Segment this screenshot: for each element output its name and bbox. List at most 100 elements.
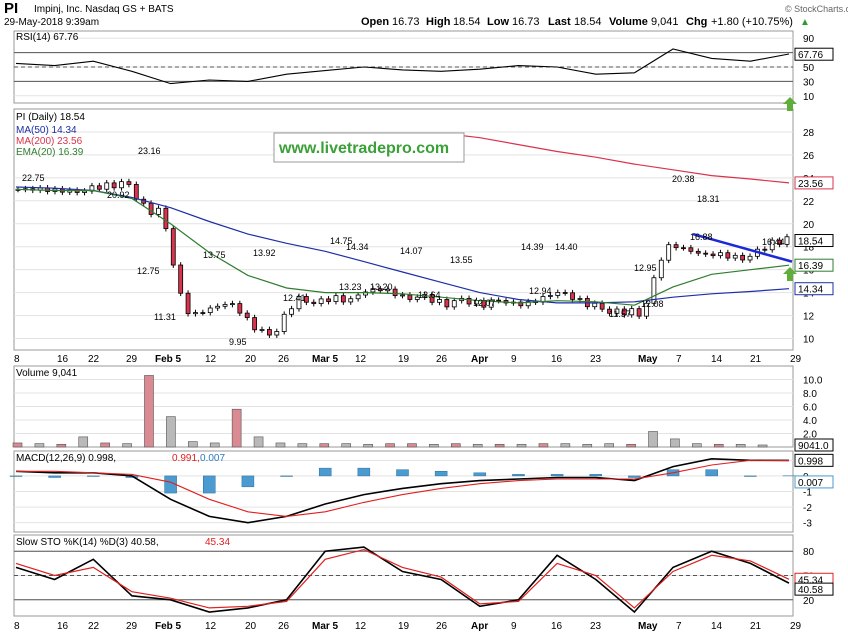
price-candle — [681, 247, 686, 250]
price-candle — [644, 302, 649, 317]
rsi-last-tag-box — [794, 47, 834, 61]
price-candle — [599, 302, 605, 310]
price-x-tick: Feb 5 — [155, 354, 182, 365]
volume-bar — [34, 443, 45, 448]
sto-x-tick: 7 — [676, 621, 682, 632]
trend-line — [692, 232, 793, 263]
price-candle — [570, 292, 575, 300]
price-candle — [289, 308, 294, 315]
price-annotation: 12.95 — [634, 263, 657, 273]
volume-bar — [12, 442, 23, 448]
price-candle — [274, 331, 280, 336]
price-candle — [370, 288, 376, 293]
volume-tick-label: 10.0 — [803, 376, 823, 387]
price-candle — [592, 302, 598, 308]
price-annotation: 9.95 — [229, 337, 247, 347]
price-x-tick: 19 — [398, 354, 410, 365]
price-candle — [119, 181, 124, 189]
price-tick-label: 22 — [803, 197, 815, 208]
sto-d-line — [15, 548, 790, 609]
brand-logo: © StockCharts.com — [785, 4, 848, 14]
price-x-tick: 9 — [511, 354, 517, 365]
volume-bar — [78, 436, 89, 448]
sto-tick-label: 20 — [803, 596, 815, 607]
price-tick-label: 12 — [803, 312, 815, 323]
change-value: +1.80 (+10.75%) — [711, 16, 793, 28]
price-candle — [215, 305, 221, 309]
macd-legend: MACD(12,26,9) 0.998, — [16, 453, 116, 464]
price-candle — [104, 182, 110, 190]
macd-histogram-bar — [87, 475, 100, 477]
volume-bar — [735, 443, 746, 448]
price-candle — [296, 296, 302, 310]
volume-bar — [231, 408, 242, 448]
price-candle — [703, 252, 709, 255]
volume-bar — [604, 443, 614, 448]
sto-x-tick: 12 — [355, 621, 367, 632]
price-candle — [252, 317, 258, 331]
rsi-tick-label: 30 — [803, 77, 815, 88]
price-x-tick: 12 — [355, 354, 367, 365]
macd-histogram-bar — [550, 474, 564, 477]
price-annotation: 13.75 — [203, 250, 226, 260]
price-candle — [156, 207, 161, 215]
macd-histogram-bar — [434, 471, 448, 477]
rsi-legend: RSI(14) 67.76 — [16, 32, 79, 43]
price-candle — [769, 239, 775, 251]
sto-x-tick: 22 — [88, 621, 100, 632]
chart-marks: 9070503010RSI(14) 67.7667.76282624222018… — [9, 32, 834, 632]
quote-summary: Open 16.73 High 18.54 Low 16.73 Last 18.… — [361, 16, 810, 28]
sto-x-tick: 16 — [551, 621, 563, 632]
macd-signal-line — [16, 459, 790, 517]
volume-tick-label: 6.0 — [803, 403, 817, 414]
volume-value: 9,041 — [651, 16, 679, 28]
price-annotation: 12.08 — [641, 299, 664, 309]
sto-x-tick: May — [638, 621, 658, 632]
volume-bar — [450, 443, 461, 448]
price-candle — [562, 292, 568, 294]
sto-tick-label: 80 — [803, 547, 815, 558]
rsi-tick-label: 50 — [803, 63, 815, 74]
macd-histogram-bar — [9, 475, 23, 477]
price-candle — [348, 298, 354, 303]
price-candle — [577, 298, 583, 300]
price-legend-ma200: MA(200) 23.56 — [16, 136, 83, 147]
price-legend-ma50: MA(50) 14.34 — [16, 125, 77, 136]
price-annotation: 18.31 — [697, 194, 720, 204]
price-candle — [111, 182, 117, 189]
price-candle — [363, 291, 368, 296]
price-annotation: 13.92 — [253, 248, 276, 258]
sto-x-tick: 26 — [278, 621, 290, 632]
price-annotation: 16.44 — [762, 237, 785, 247]
price-tag-ema20: 16.39 — [798, 261, 823, 272]
price-annotation: 22.75 — [22, 173, 45, 183]
price-candle — [400, 294, 405, 297]
price-candle — [355, 294, 361, 300]
price-candle — [518, 301, 524, 307]
macd-histogram-bar — [203, 475, 216, 494]
volume-bar — [407, 443, 417, 448]
macd-histogram-bar — [280, 475, 293, 477]
price-candle — [451, 300, 457, 308]
sto-x-tick: 26 — [436, 621, 448, 632]
sto-x-tick: 29 — [790, 621, 802, 632]
price-x-tick: 20 — [245, 354, 257, 365]
macd-histogram-bar — [512, 474, 525, 477]
rsi-last-tag: 67.76 — [798, 50, 823, 61]
sto-x-tick: Feb 5 — [155, 621, 182, 632]
sto-x-tick: 23 — [590, 621, 602, 632]
price-candle — [96, 185, 102, 190]
price-x-tick: May — [638, 354, 658, 365]
watermark-box — [273, 132, 465, 163]
price-candle — [762, 248, 768, 251]
price-candle — [222, 304, 228, 307]
macd-histogram-bar — [357, 467, 371, 477]
volume-bar — [385, 443, 395, 448]
sto-x-tick: 12 — [205, 621, 217, 632]
macd-histogram-bar — [241, 475, 255, 488]
macd-hist-tag: 0.007 — [798, 478, 823, 489]
ma200-line — [441, 132, 790, 184]
rsi-tick-label: 10 — [803, 92, 815, 103]
price-candle — [267, 329, 272, 336]
volume-bar — [626, 443, 636, 448]
